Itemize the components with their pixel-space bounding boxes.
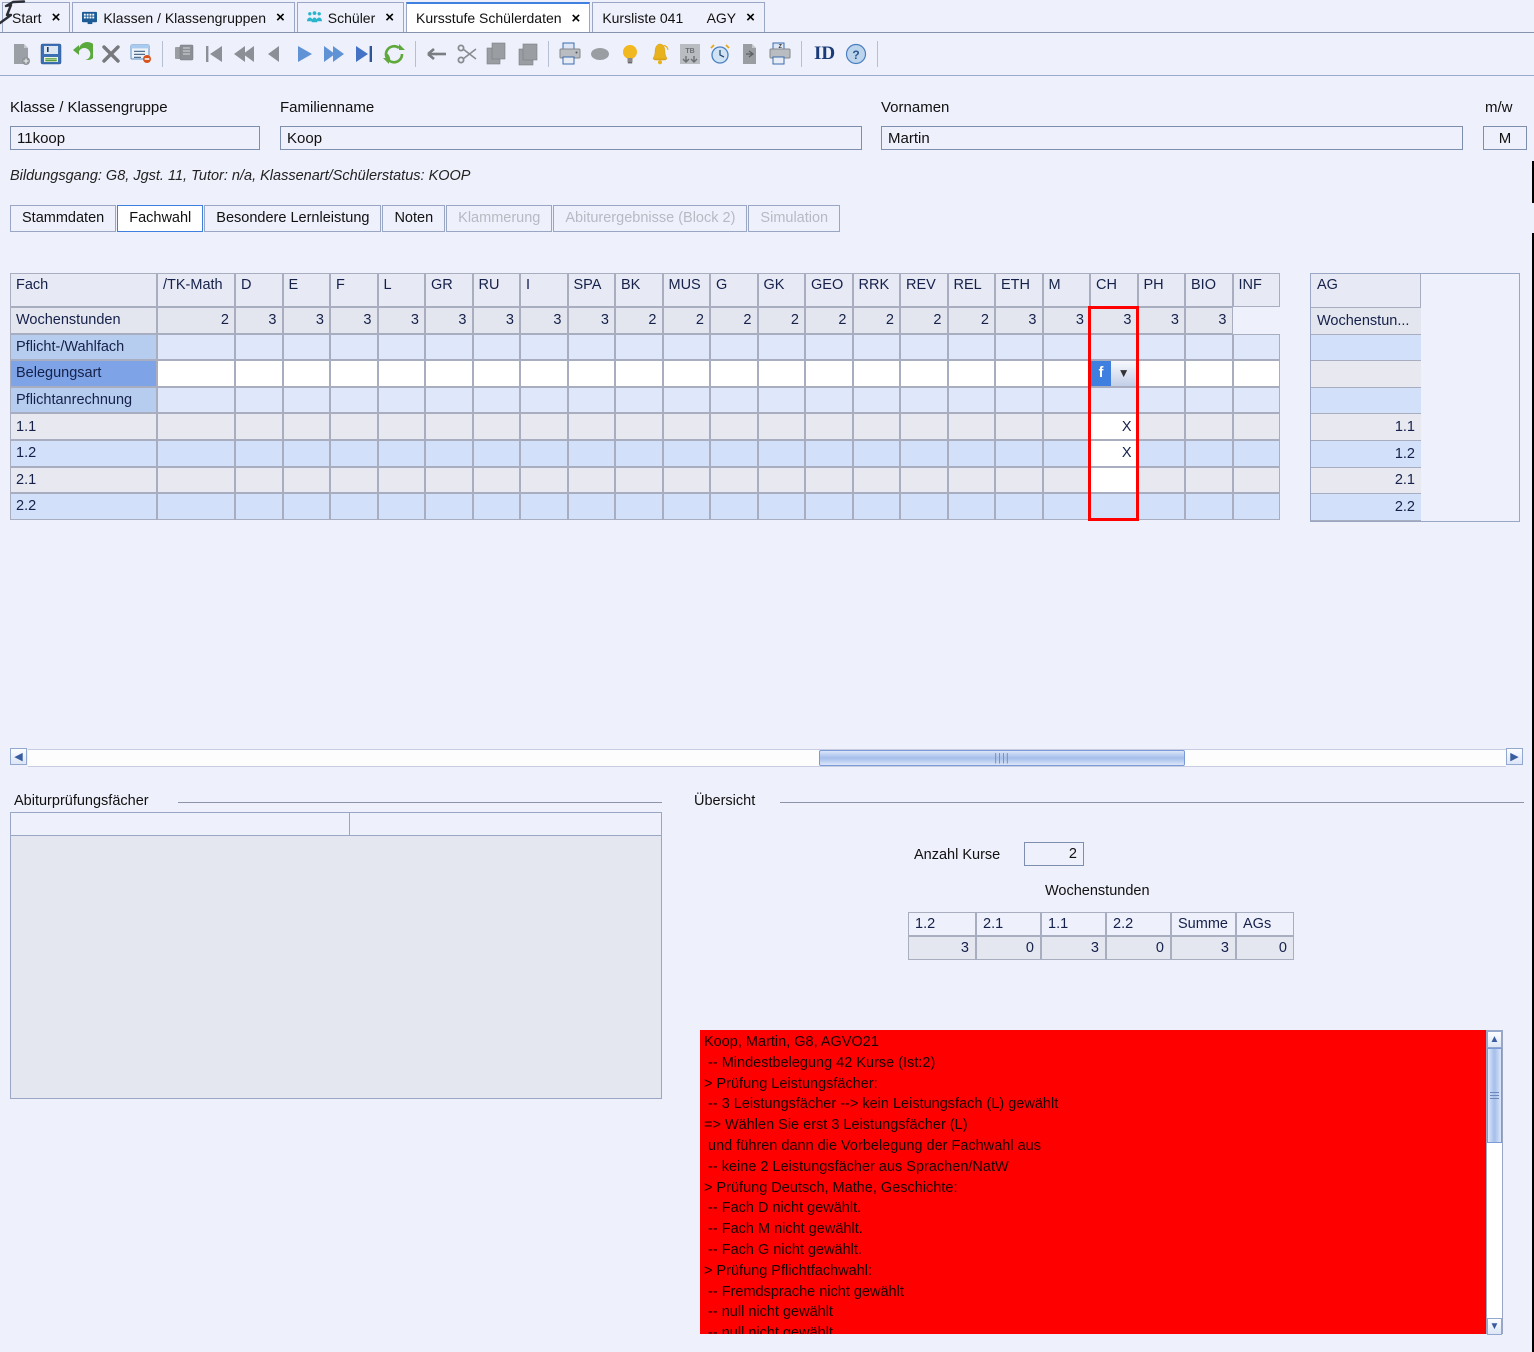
- svg-text:?: ?: [852, 48, 859, 62]
- svg-text:TB: TB: [685, 48, 694, 55]
